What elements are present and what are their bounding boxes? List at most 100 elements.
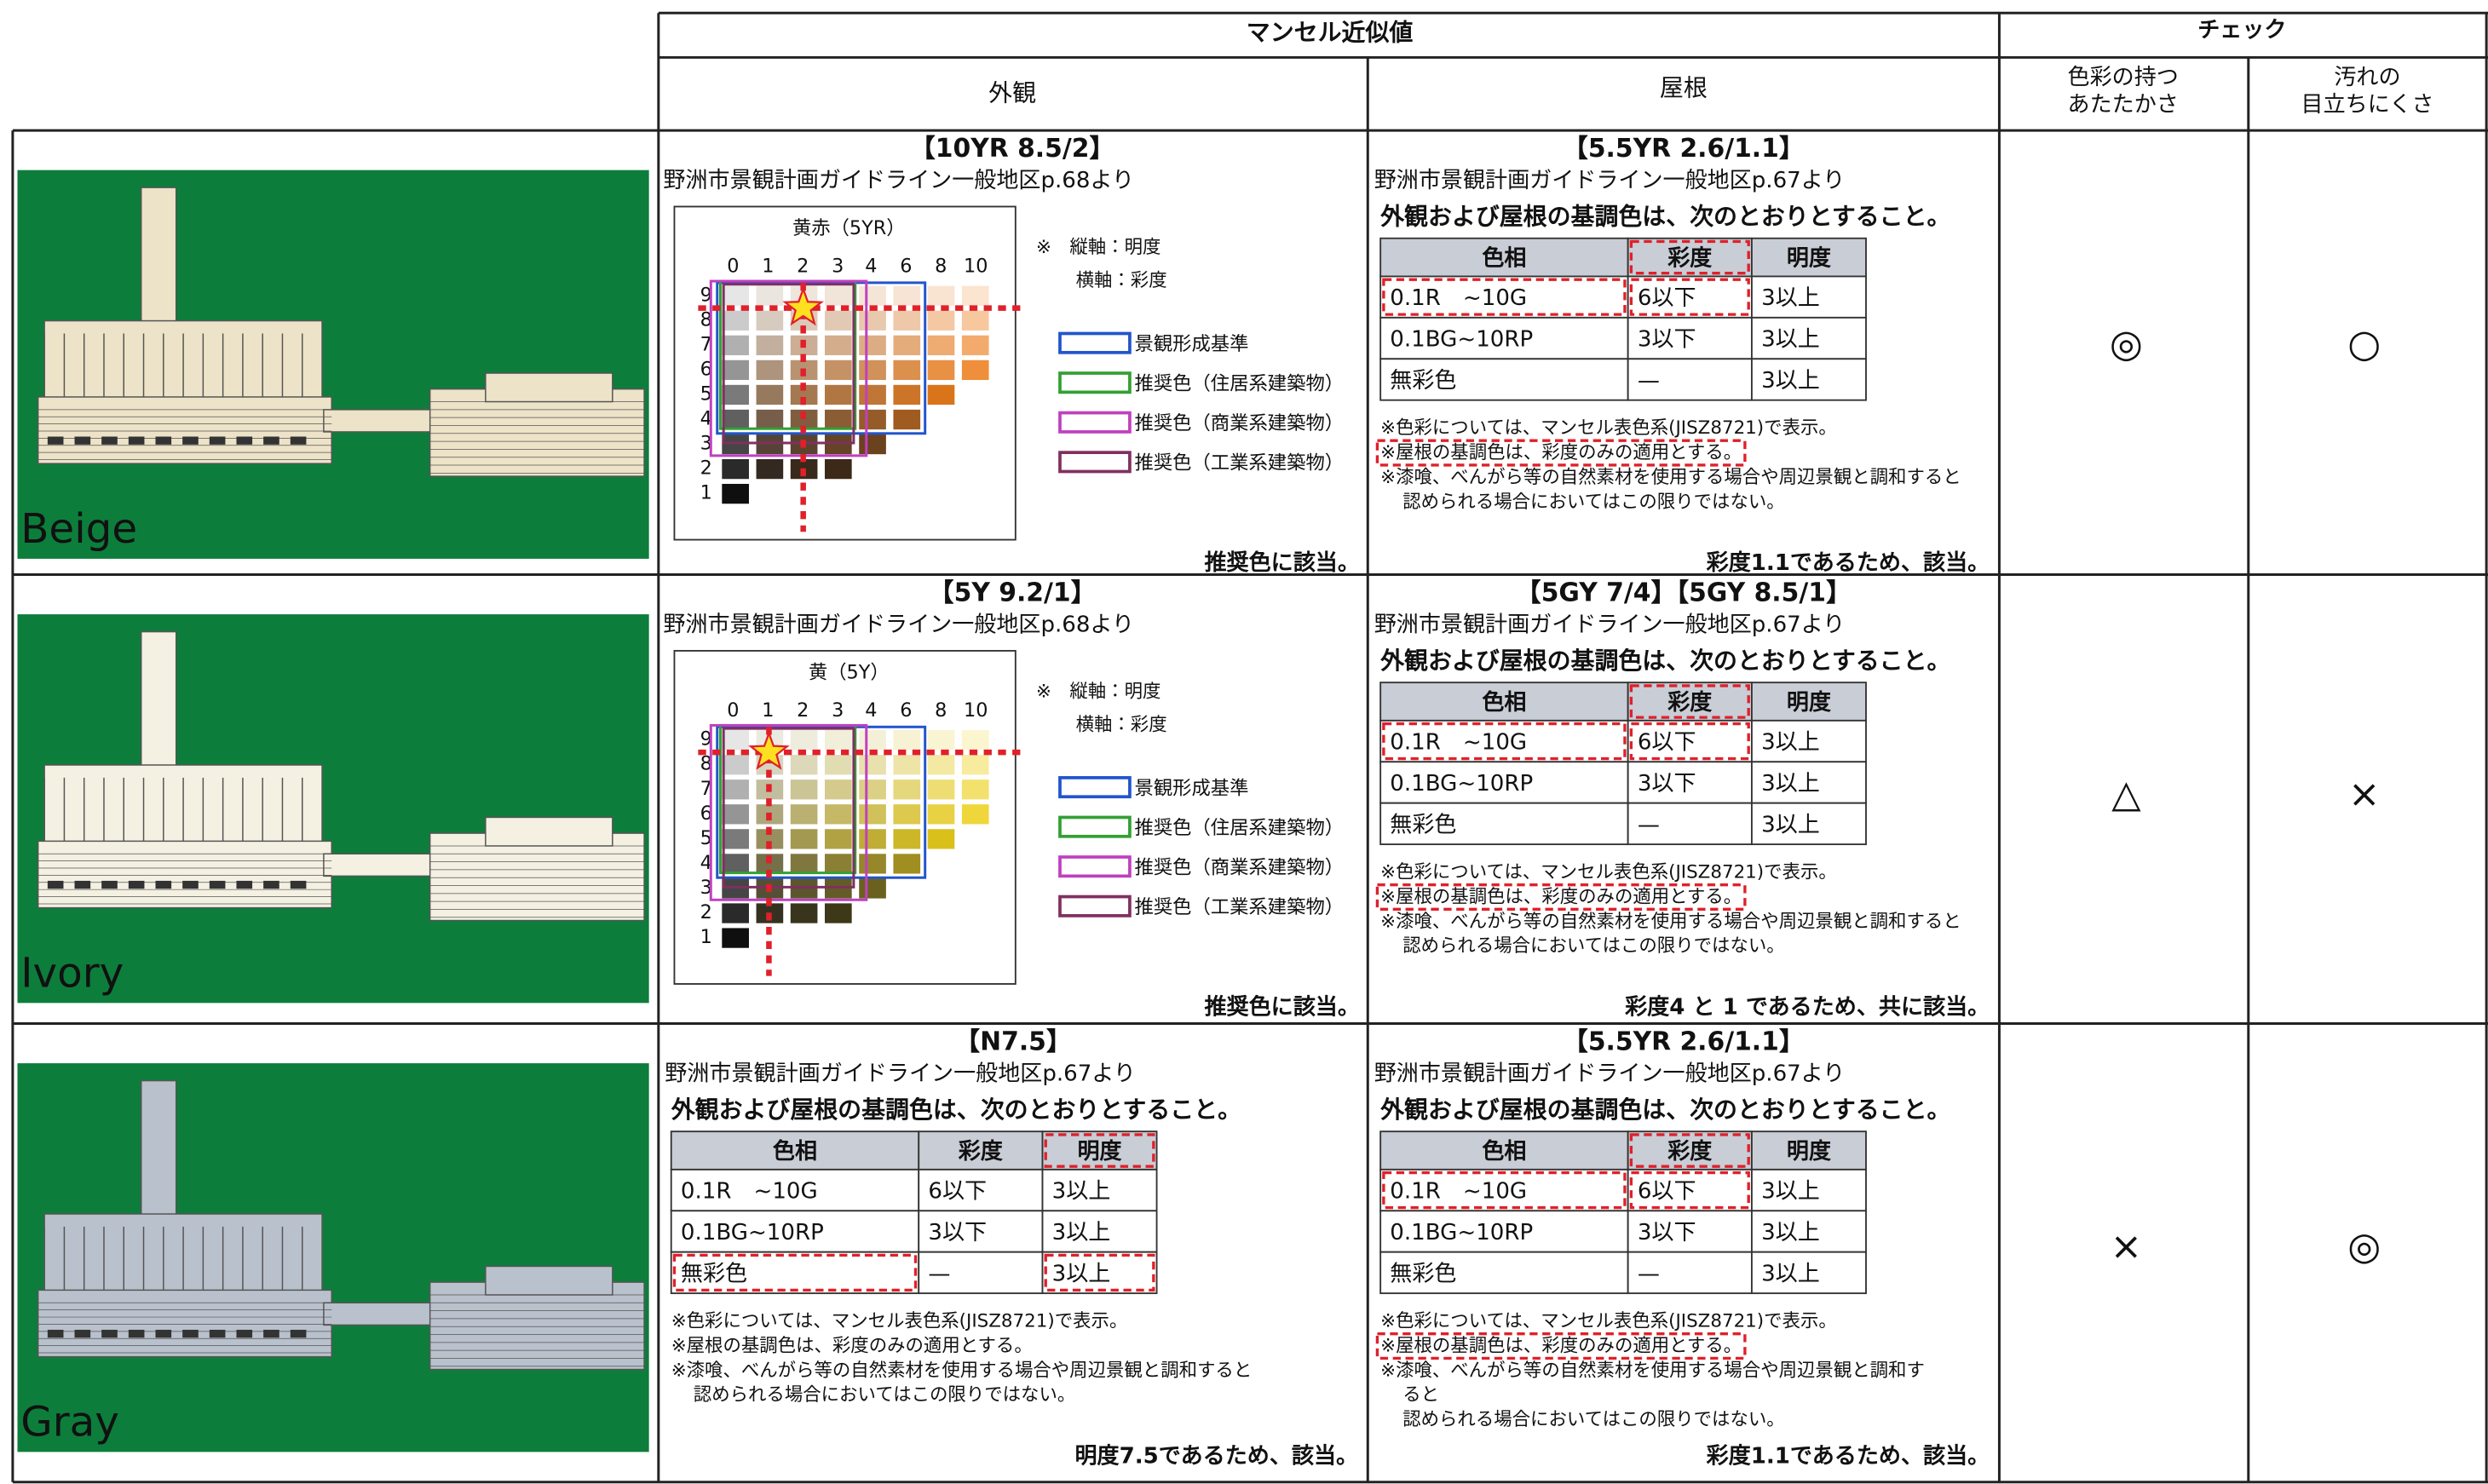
- x-tick-label: 2: [797, 256, 809, 278]
- window: [128, 1329, 145, 1338]
- color-swatch: [824, 458, 852, 480]
- table-cell: [1379, 1210, 1629, 1253]
- table-header-cell: [1379, 237, 1629, 278]
- color-swatch: [756, 854, 784, 874]
- chart-note: 横軸：彩度: [1076, 270, 1167, 291]
- table-header-cell: [1627, 237, 1753, 278]
- table-frame: [11, 11, 2488, 1484]
- y-tick-label: 1: [700, 926, 712, 948]
- chart-note: ※ 縦軸：明度: [1036, 237, 1160, 258]
- color-swatch: [859, 434, 886, 455]
- building-illustration: [37, 187, 645, 477]
- table-cell-text: —: [1638, 812, 1660, 837]
- x-tick-label: 1: [762, 699, 774, 722]
- note-text: ※漆喰、べんがら等の自然素材を使用する場合や周辺景観と調和すると: [671, 1360, 1253, 1381]
- color-swatch: [790, 779, 818, 800]
- y-tick-label: 4: [700, 408, 712, 430]
- color-swatch: [756, 384, 784, 406]
- color-code: 【5GY 7/4】【5GY 8.5/1】: [1516, 578, 1852, 607]
- check-dirt: ×: [2348, 772, 2380, 816]
- color-swatch: [722, 804, 749, 825]
- color-swatch: [859, 310, 886, 331]
- legend-label: 推奨色（住居系建築物）: [1135, 373, 1345, 395]
- color-swatch: [722, 335, 749, 355]
- highlight-box: [1382, 1171, 1627, 1210]
- color-swatch: [893, 730, 921, 751]
- chart-note: ※ 縦軸：明度: [1036, 681, 1160, 702]
- table-header: 明度: [1077, 1139, 1121, 1165]
- color-swatch: [961, 804, 989, 825]
- window: [290, 436, 307, 445]
- window: [128, 436, 145, 445]
- color-swatch: [790, 829, 818, 849]
- legend-label: 推奨色（商業系建築物）: [1135, 412, 1345, 434]
- range-frame: [709, 723, 868, 901]
- color-swatch: [722, 458, 749, 480]
- color-swatch: [790, 755, 818, 775]
- table-cell: [1041, 1168, 1158, 1212]
- table-header: 彩度: [1667, 245, 1712, 271]
- note-text: ※漆喰、べんがら等の自然素材を使用する場合や周辺景観と調和す: [1380, 1360, 1925, 1381]
- legend-swatch: [1058, 894, 1132, 917]
- window: [236, 1329, 253, 1338]
- table-header-cell: [1627, 682, 1753, 722]
- table-cell: [1750, 358, 1867, 401]
- color-swatch: [859, 285, 886, 306]
- color-swatch: [927, 804, 955, 825]
- table-cell-text: —: [928, 1261, 950, 1286]
- table-cell-text: 3以上: [1052, 1261, 1111, 1286]
- table-cell-text: 無彩色: [1390, 1261, 1456, 1286]
- table-header-cell: [1627, 1130, 1753, 1171]
- table-cell-text: 3以上: [1761, 771, 1820, 797]
- window: [101, 880, 118, 889]
- table-cell: [1379, 1251, 1629, 1295]
- table-cell: [1750, 275, 1867, 319]
- color-swatch: [824, 903, 852, 923]
- table-cell: [1379, 275, 1629, 319]
- highlight-box: [1382, 278, 1627, 316]
- window: [290, 1329, 307, 1338]
- range-frame: [709, 279, 868, 457]
- color-swatch: [756, 285, 784, 306]
- building-illustration: [37, 1079, 645, 1371]
- table-cell: [1379, 719, 1629, 763]
- color-swatch: [824, 779, 852, 800]
- color-swatch: [824, 359, 852, 381]
- window: [74, 1329, 91, 1338]
- color-swatch: [722, 730, 749, 751]
- table-cell: [1379, 1168, 1629, 1212]
- chart-title: 黄（5Y）: [809, 661, 890, 683]
- table-cell: [1750, 316, 1867, 360]
- table-cell: [1041, 1251, 1158, 1295]
- rule-heading: 外観および屋根の基調色は、次のとおりとすること。: [1379, 647, 1950, 675]
- color-swatch: [927, 779, 955, 800]
- color-swatch: [961, 730, 989, 751]
- color-swatch: [722, 755, 749, 775]
- x-tick-label: 3: [832, 699, 844, 722]
- legend-label: 推奨色（工業系建築物）: [1135, 896, 1345, 918]
- window: [47, 436, 64, 445]
- table-cell-text: —: [1638, 368, 1660, 394]
- header-warmth: あたたかさ: [2068, 92, 2179, 118]
- table-cell: [1750, 1210, 1867, 1253]
- highlight-box: [1375, 883, 1747, 912]
- note-text: ると: [1402, 1384, 1439, 1406]
- source-text: 野洲市景観計画ガイドライン一般地区p.67より: [665, 1061, 1136, 1087]
- star-marker: [748, 730, 790, 770]
- table-cell-text: 6以下: [1638, 285, 1696, 311]
- color-swatch: [824, 285, 852, 306]
- legend-swatch: [1058, 451, 1132, 474]
- table-cell-text: 0.1BG~10RP: [1390, 326, 1533, 352]
- note-text: ※屋根の基調色は、彩度のみの適用とする。: [1380, 442, 1742, 463]
- color-swatch: [824, 854, 852, 874]
- color-code: 【5Y 9.2/1】: [929, 578, 1097, 607]
- table-cell-text: 無彩色: [1390, 812, 1456, 837]
- verdict: 彩度4 と 1 であるため、共に該当。: [1625, 994, 1990, 1020]
- y-tick-label: 2: [700, 457, 712, 480]
- color-swatch: [824, 829, 852, 849]
- legend-label: 景観形成基準: [1135, 777, 1249, 799]
- table-cell-text: 0.1BG~10RP: [681, 1220, 824, 1245]
- source-text: 野洲市景観計画ガイドライン一般地区p.67より: [1374, 613, 1846, 638]
- header-munsell: マンセル近似値: [1247, 19, 1414, 47]
